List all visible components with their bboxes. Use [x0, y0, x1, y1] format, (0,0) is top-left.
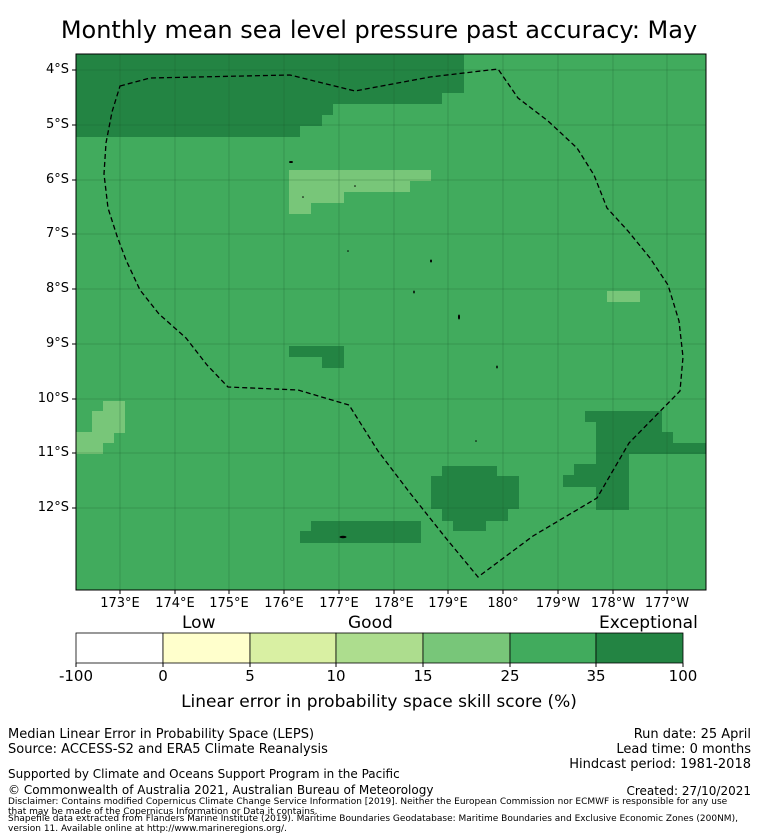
- created-date: Created: 27/10/2021: [626, 784, 751, 798]
- islands: [289, 161, 498, 539]
- support-text: Supported by Climate and Oceans Support …: [8, 767, 400, 781]
- colorbar-tick-label: 15: [413, 667, 433, 685]
- method-text: Median Linear Error in Probability Space…: [8, 727, 315, 742]
- lon-label: 176°E: [264, 596, 304, 611]
- shapefile-line-2: version 11. Available online at http://w…: [8, 824, 287, 834]
- colorbar-tick-label: 0: [158, 667, 168, 685]
- colorbar-swatch-4: [335, 632, 424, 664]
- lat-label: 8°S: [45, 281, 69, 296]
- disclaimer-line-2: that may be made of the Copernicus Infor…: [8, 807, 318, 817]
- lon-label: 177°W: [644, 596, 690, 611]
- lat-label: 5°S: [45, 117, 69, 132]
- colorbar-label: Linear error in probability space skill …: [181, 692, 577, 712]
- copyright-text: © Commonwealth of Australia 2021, Austra…: [8, 783, 434, 797]
- exceptional-patches: [76, 54, 706, 543]
- lat-label: 11°S: [37, 445, 69, 460]
- lead-time: Lead time: 0 months: [616, 742, 751, 757]
- lat-label: 7°S: [45, 226, 69, 241]
- lat-label: 9°S: [45, 336, 69, 351]
- colorbar-tick-label: -100: [58, 667, 94, 685]
- lon-label: 174°E: [155, 596, 195, 611]
- map-frame: [75, 53, 707, 591]
- lon-label: 179°W: [535, 596, 581, 611]
- lat-ticks: [72, 69, 76, 509]
- colorbar: [75, 632, 684, 664]
- lon-label: 177°E: [319, 596, 359, 611]
- disclaimer-line-1: Disclaimer: Contains modified Copernicus…: [8, 797, 728, 807]
- colorbar-tick-label: 25: [500, 667, 520, 685]
- lon-label: 175°E: [209, 596, 249, 611]
- colorbar-tick-label: 35: [586, 667, 606, 685]
- colorbar-swatch-5: [422, 632, 511, 664]
- colorbar-swatch-7: [595, 632, 684, 664]
- lon-label: 179°E: [428, 596, 468, 611]
- page-title: Monthly mean sea level pressure past acc…: [60, 16, 698, 44]
- colorbar-swatch-3: [249, 632, 337, 664]
- colorbar-swatch-2: [162, 632, 251, 664]
- lat-label: 12°S: [37, 500, 69, 515]
- lat-label: 6°S: [45, 172, 69, 187]
- eez-boundary: [103, 68, 684, 578]
- shapefile-line-1: Shapefile data extracted from Flanders M…: [8, 814, 738, 824]
- colorbar-ticks: [75, 663, 684, 667]
- colorbar-swatch-1: [75, 632, 164, 664]
- colorbar-tick-label: 10: [326, 667, 346, 685]
- source-text: Source: ACCESS-S2 and ERA5 Climate Reana…: [8, 742, 328, 757]
- colorbar-tick-label: 5: [245, 667, 255, 685]
- lat-label: 4°S: [45, 62, 69, 77]
- colorbar-tick-label: 100: [668, 667, 698, 685]
- lon-label: 178°E: [374, 596, 414, 611]
- grid-lines: [76, 54, 706, 590]
- good-high-patches: [76, 170, 640, 454]
- lon-label: 173°E: [100, 596, 140, 611]
- lon-ticks: [119, 590, 668, 594]
- run-date: Run date: 25 April: [633, 727, 751, 742]
- hindcast-period: Hindcast period: 1981-2018: [569, 757, 751, 772]
- colorbar-swatch-6: [509, 632, 597, 664]
- category-exceptional: Exceptional: [599, 613, 698, 633]
- lon-label: 180°: [487, 596, 519, 611]
- lat-label: 10°S: [37, 391, 69, 406]
- category-low: Low: [182, 613, 216, 633]
- category-good: Good: [348, 613, 393, 633]
- lon-label: 178°W: [590, 596, 636, 611]
